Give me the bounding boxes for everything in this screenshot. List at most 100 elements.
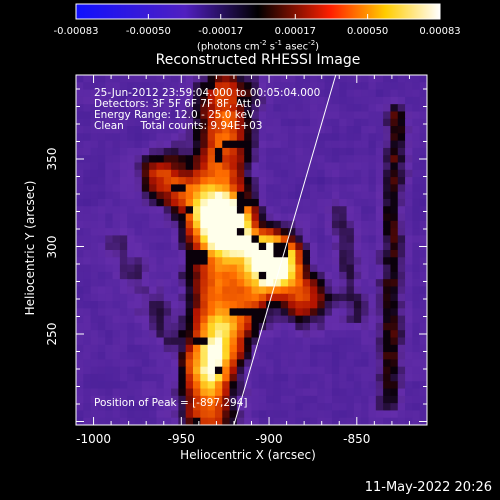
heatmap-cell	[193, 169, 201, 178]
heatmap-cell	[185, 184, 194, 193]
heatmap-cell	[353, 395, 362, 404]
heatmap-cell	[141, 184, 150, 193]
heatmap-cell	[419, 82, 427, 91]
heatmap-cell	[302, 301, 311, 309]
heatmap-cell	[375, 395, 384, 404]
heatmap-cell	[83, 417, 92, 425]
heatmap-cell	[207, 293, 216, 302]
heatmap-cell	[310, 75, 318, 83]
heatmap-cell	[178, 315, 187, 324]
heatmap-cell	[200, 162, 209, 171]
heatmap-cell	[317, 352, 326, 360]
heatmap-cell	[390, 301, 399, 309]
heatmap-cell	[207, 250, 216, 258]
heatmap-cell	[222, 228, 231, 237]
heatmap-cell	[258, 104, 267, 113]
heatmap-cell	[324, 228, 333, 237]
heatmap-cell	[390, 126, 399, 134]
heatmap-cell	[375, 162, 384, 171]
heatmap-cell	[149, 410, 158, 419]
heatmap-cell	[310, 250, 318, 258]
heatmap-cell	[178, 169, 187, 178]
heatmap-cell	[258, 147, 267, 156]
heatmap-cell	[280, 242, 289, 251]
heatmap-cell	[193, 293, 201, 302]
heatmap-cell	[200, 147, 209, 156]
heatmap-cell	[83, 395, 92, 404]
heatmap-cell	[346, 162, 355, 171]
y-tick-label: 350	[45, 147, 59, 171]
heatmap-cell	[244, 293, 253, 302]
heatmap-cell	[331, 198, 340, 207]
heatmap-cell	[273, 410, 282, 419]
heatmap-cell	[112, 111, 121, 120]
heatmap-cell	[310, 198, 318, 207]
heatmap-cell	[302, 315, 311, 324]
heatmap-cell	[310, 206, 318, 215]
heatmap-cell	[331, 373, 340, 382]
heatmap-cell	[97, 279, 106, 288]
heatmap-cell	[171, 206, 179, 215]
heatmap-cell	[375, 147, 384, 156]
heatmap-cell	[346, 410, 355, 419]
heatmap-cell	[375, 206, 384, 215]
heatmap-cell	[361, 381, 370, 390]
heatmap-cell	[412, 155, 421, 164]
heatmap-cell	[200, 89, 209, 98]
heatmap-cell	[302, 147, 311, 156]
heatmap-cell	[83, 366, 92, 375]
heatmap-cell	[244, 184, 253, 193]
heatmap-cell	[390, 271, 399, 280]
heatmap-cell	[200, 118, 209, 127]
heatmap-cell	[368, 417, 377, 425]
heatmap-cell	[178, 235, 187, 244]
heatmap-cell	[339, 242, 348, 251]
heatmap-cell	[288, 388, 296, 397]
heatmap-cell	[310, 352, 318, 360]
heatmap-cell	[193, 271, 201, 280]
heatmap-cell	[178, 133, 187, 142]
heatmap-cell	[324, 395, 333, 404]
heatmap-cell	[76, 410, 84, 419]
heatmap-cell	[331, 359, 340, 368]
heatmap-cell	[163, 373, 172, 382]
heatmap-cell	[390, 75, 399, 83]
heatmap-cell	[83, 111, 92, 120]
heatmap-cell	[251, 213, 260, 222]
heatmap-cell	[419, 140, 427, 149]
heatmap-cell	[185, 301, 194, 309]
heatmap-cell	[258, 242, 267, 251]
heatmap-cell	[127, 242, 136, 251]
heatmap-cell	[419, 206, 427, 215]
heatmap-cell	[112, 410, 121, 419]
heatmap-cell	[200, 191, 209, 200]
heatmap-cell	[229, 177, 238, 185]
heatmap-cell	[419, 169, 427, 178]
heatmap-cell	[200, 133, 209, 142]
heatmap-cell	[149, 235, 158, 244]
heatmap-cell	[383, 417, 392, 425]
limb-line	[233, 74, 337, 426]
heatmap-cell	[295, 373, 304, 382]
heatmap-cell	[361, 82, 370, 91]
heatmap-cell	[280, 82, 289, 91]
heatmap-cell	[302, 366, 311, 375]
heatmap-cell	[266, 177, 275, 185]
heatmap-cell	[163, 308, 172, 317]
heatmap-cell	[273, 213, 282, 222]
heatmap-cell	[302, 395, 311, 404]
heatmap-cell	[83, 96, 92, 105]
heatmap-cell	[244, 235, 253, 244]
heatmap-cell	[258, 111, 267, 120]
heatmap-cell	[222, 126, 231, 134]
heatmap-cell	[361, 96, 370, 105]
heatmap-cell	[193, 279, 201, 288]
heatmap-cell	[200, 271, 209, 280]
heatmap-cell	[295, 344, 304, 353]
heatmap-cell	[346, 89, 355, 98]
heatmap-cell	[149, 89, 158, 98]
heatmap-cell	[105, 403, 114, 412]
heatmap-cell	[127, 75, 136, 83]
y-tick-label: 300	[45, 235, 59, 258]
colorbar	[75, 3, 441, 20]
